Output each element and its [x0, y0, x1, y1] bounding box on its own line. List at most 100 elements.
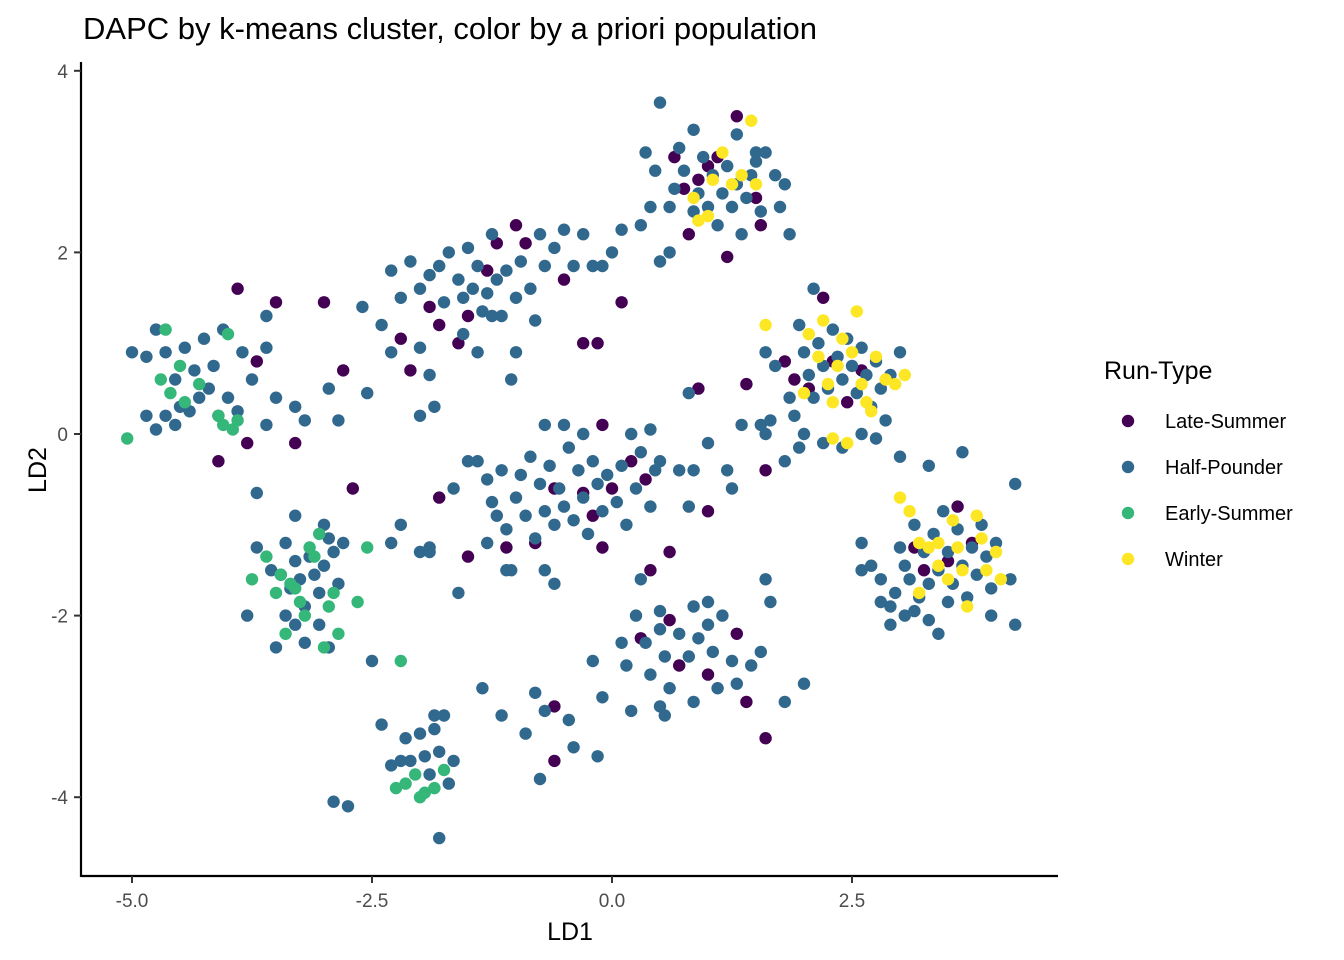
data-point [639, 146, 652, 159]
data-point [706, 173, 719, 186]
data-point [893, 346, 907, 359]
data-point [975, 518, 988, 531]
data-point [836, 332, 849, 345]
data-point [677, 182, 691, 195]
data-point [961, 600, 974, 613]
data-point [193, 377, 206, 391]
data-point [845, 359, 859, 373]
data-point [529, 532, 542, 545]
data-point [423, 268, 436, 282]
data-point [730, 128, 743, 141]
data-point [289, 400, 302, 413]
data-point [260, 418, 273, 432]
data-point [433, 745, 446, 758]
data-point [327, 545, 340, 559]
data-point [605, 482, 619, 495]
data-point [941, 545, 955, 559]
data-point [855, 377, 868, 391]
data-point [557, 223, 571, 236]
data-point [461, 550, 475, 563]
data-point [730, 627, 743, 640]
data-point [601, 468, 614, 482]
data-point [413, 409, 427, 422]
data-point [745, 169, 758, 182]
data-point [495, 709, 508, 722]
data-point [365, 654, 379, 668]
data-point [409, 768, 422, 781]
data-point [322, 600, 335, 613]
data-point [173, 359, 187, 373]
data-point [682, 386, 695, 400]
data-point [649, 164, 662, 177]
data-point [884, 600, 897, 613]
data-point [188, 364, 201, 377]
y-tick-label: 2 [57, 243, 68, 264]
data-point [663, 246, 676, 259]
data-point [951, 500, 964, 513]
data-point [625, 455, 638, 468]
data-point [423, 368, 436, 382]
data-point [399, 732, 412, 745]
data-point [778, 355, 791, 368]
data-point [394, 332, 407, 345]
data-point [620, 518, 633, 531]
data-point [941, 595, 955, 609]
data-point [941, 554, 955, 568]
data-point [812, 350, 825, 363]
data-point [951, 541, 964, 554]
data-point [212, 409, 225, 422]
data-point [989, 545, 1003, 559]
data-point [745, 114, 758, 127]
data-point [481, 287, 494, 300]
data-point [773, 200, 787, 214]
data-point [226, 423, 239, 436]
data-point [313, 586, 326, 600]
data-point [721, 464, 734, 477]
y-axis-title: LD2 [24, 447, 52, 493]
data-point [793, 441, 806, 454]
data-point [279, 536, 292, 550]
data-point [207, 359, 220, 373]
data-point [687, 205, 700, 218]
data-point [169, 418, 182, 432]
data-point [289, 554, 302, 568]
x-tick-label: -2.5 [356, 891, 389, 912]
data-point [802, 368, 815, 382]
data-point [533, 772, 547, 786]
data-point [125, 346, 139, 359]
data-point [447, 482, 460, 495]
data-point [946, 514, 959, 527]
data-point [519, 727, 532, 740]
data-point [557, 500, 571, 513]
data-point [668, 182, 681, 195]
data-point [884, 618, 897, 631]
data-point [586, 654, 599, 668]
x-tick-label: 0.0 [599, 891, 625, 912]
data-point [169, 373, 182, 386]
data-point [1009, 477, 1022, 491]
data-point [701, 595, 715, 609]
data-point [428, 781, 441, 795]
data-point [605, 246, 619, 259]
data-point [682, 228, 695, 241]
data-point [769, 359, 782, 373]
data-point [653, 96, 667, 109]
data-point [241, 609, 254, 622]
data-point [548, 754, 561, 768]
data-point [500, 541, 513, 554]
data-point [399, 777, 412, 790]
data-point [735, 169, 748, 182]
data-point [317, 518, 331, 531]
data-point [701, 436, 715, 450]
data-point [845, 346, 859, 359]
chart-title: DAPC by k-means cluster, color by a prio… [83, 11, 817, 46]
y-tick-label: -4 [51, 788, 68, 809]
data-point [385, 759, 398, 772]
data-point [461, 309, 475, 323]
data-point [413, 282, 427, 295]
data-point [740, 377, 753, 391]
data-point [490, 273, 503, 286]
data-point [351, 595, 364, 609]
data-point [385, 346, 398, 359]
data-point [692, 214, 705, 227]
